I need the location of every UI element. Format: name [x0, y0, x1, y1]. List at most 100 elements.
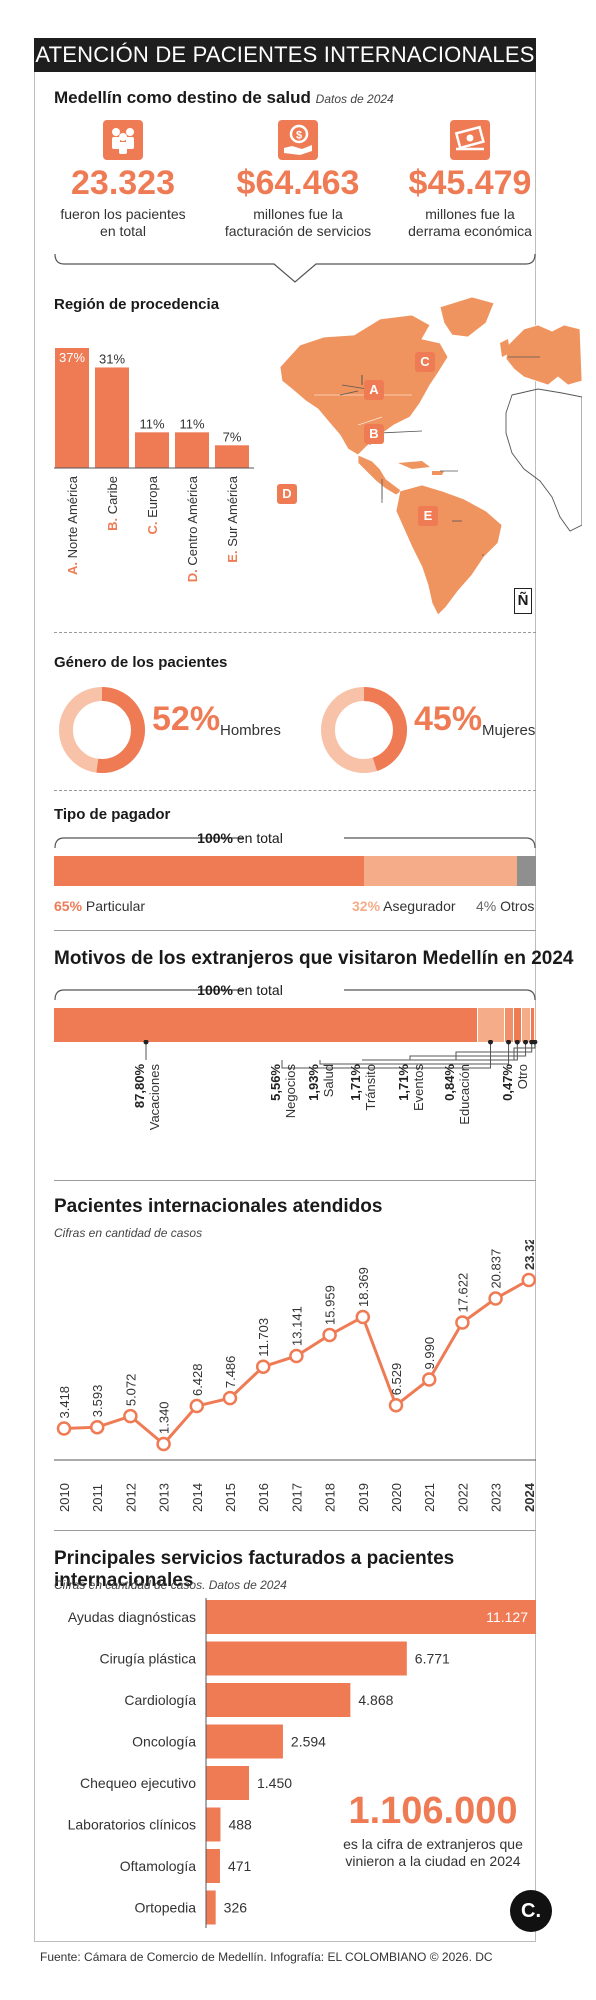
payer-asegurador-label: 32% Asegurador — [352, 898, 456, 914]
motive-pct-5: 0,84% — [442, 1064, 457, 1101]
map-callouts — [341, 356, 540, 522]
motive-dot-3 — [514, 1040, 520, 1045]
service-label-0: Ayudas diagnósticas — [68, 1609, 196, 1625]
region-bar-chart: 37% A. Norte América 31% B. Caribe 11% C. Eur… — [54, 348, 254, 582]
patients-point-2018 — [322, 1327, 337, 1343]
highlight-text-1: es la cifra de extranjeros que — [343, 1836, 523, 1852]
service-label-2: Cardiología — [124, 1692, 196, 1708]
stat-patients-text-2: en total — [100, 223, 146, 239]
greenland-shape — [439, 296, 495, 338]
payer-segment-1 — [364, 856, 517, 886]
service-bar-0 — [206, 1600, 536, 1634]
highlight-text-2: vinieron a la ciudad en 2024 — [345, 1853, 521, 1869]
gender-men-label: Hombres — [220, 722, 281, 739]
motive-segment-6 — [533, 1008, 536, 1042]
motive-label-4: Eventos — [411, 1064, 426, 1111]
motive-pct-2: 1,93% — [306, 1064, 321, 1101]
intro-heading: Medellín como destino de salud Datos de … — [54, 88, 394, 108]
motive-pct-4: 1,71% — [396, 1064, 411, 1101]
patients-value-2011: 3.593 — [90, 1385, 105, 1418]
motive-dot-2 — [506, 1040, 512, 1045]
patients-year-2023: 2023 — [489, 1483, 504, 1512]
patients-year-2010: 2010 — [57, 1483, 72, 1512]
stat-billing-text-2: facturación de servicios — [224, 223, 372, 239]
stat-economic-text-2: derrama económica — [408, 223, 532, 239]
donut-men-fill — [59, 687, 145, 773]
service-label-3: Oncología — [132, 1734, 196, 1750]
region-bar-label-3: 11% — [179, 416, 204, 431]
patients-point-2024 — [521, 1272, 537, 1288]
motive-segment-3 — [513, 1008, 522, 1042]
payer-otros-text: Otros — [500, 898, 535, 914]
patients-value-2020: 6.529 — [389, 1363, 404, 1396]
gender-donut-men — [59, 687, 145, 773]
motive-label-0: Vacaciones — [147, 1064, 162, 1131]
patients-year-2015: 2015 — [223, 1483, 238, 1512]
motive-dot-6 — [532, 1040, 538, 1045]
patients-point-2015 — [222, 1390, 238, 1406]
stat-economic-text-1: millones fue la — [425, 206, 515, 222]
patients-value-2021: 9.990 — [422, 1337, 437, 1370]
motives-callouts: 87,80% Vacaciones 5,56% Negocios 1,93% Salud 1… — [132, 1040, 538, 1131]
payer-total-pct: 100% — [197, 830, 233, 846]
payer-segment-2 — [516, 856, 536, 886]
patients-point-2017 — [289, 1348, 304, 1364]
separator-4 — [54, 1180, 536, 1181]
payer-heading: Tipo de pagador — [54, 806, 171, 823]
map-marker-c: C — [415, 352, 435, 372]
payer-segment-0 — [54, 856, 365, 886]
service-bar-5 — [206, 1807, 221, 1842]
service-value-6: 471 — [228, 1858, 252, 1874]
publisher-n-logo: Ñ — [514, 588, 532, 614]
gender-women-label: Mujeres — [482, 722, 536, 739]
service-bar-4 — [206, 1766, 250, 1800]
motive-segment-4 — [521, 1008, 530, 1042]
stat-economic-value: $45.479 — [408, 164, 532, 202]
service-value-0: 11.127 — [486, 1609, 528, 1625]
service-label-4: Chequeo ejecutivo — [80, 1775, 196, 1791]
patients-value-2012: 5.072 — [123, 1374, 138, 1407]
banknote-icon — [450, 120, 490, 160]
highlight-text: es la cifra de extranjeros que vinieron … — [320, 1836, 546, 1870]
europe-shape — [505, 324, 582, 386]
patients-point-2019 — [355, 1309, 371, 1325]
separator-5 — [54, 1530, 536, 1531]
gender-donut-women — [321, 687, 407, 773]
footer-source: Fuente: Cámara de Comercio de Medellín. … — [40, 1950, 493, 1964]
region-bar-label-4: 7% — [223, 429, 242, 444]
motive-segment-1 — [477, 1008, 504, 1042]
patients-value-2023: 20.837 — [489, 1249, 504, 1289]
patients-year-2017: 2017 — [289, 1483, 304, 1512]
region-bar-label-1: 31% — [99, 351, 125, 366]
patients-value-2018: 15.959 — [323, 1285, 338, 1325]
separator-2 — [54, 790, 536, 791]
infographic-frame — [34, 40, 536, 1942]
stat-patients-value: 23.323 — [71, 164, 175, 202]
payer-particular-pct: 65% — [54, 898, 83, 914]
central-america-shape — [357, 454, 403, 496]
patients-value-2022: 17.622 — [455, 1273, 470, 1313]
patients-value-2014: 6.428 — [190, 1363, 205, 1396]
patients-value-2013: 1.340 — [157, 1401, 172, 1434]
services-bar-chart: Ayudas diagnósticas 11.127 Cirugía plástic… — [68, 1598, 536, 1928]
service-bar-3 — [206, 1724, 283, 1759]
service-value-4: 1.450 — [257, 1775, 292, 1791]
payer-otros-pct: 4% — [476, 898, 497, 914]
map-marker-e: E — [418, 506, 438, 526]
patients-subtitle: Cifras en cantidad de casos — [54, 1226, 203, 1240]
stat-economic-text: millones fue la derrama económica — [385, 206, 555, 240]
service-value-7: 326 — [224, 1900, 248, 1916]
patients-value-2016: 11.703 — [256, 1318, 271, 1357]
patients-year-2014: 2014 — [190, 1483, 205, 1512]
service-bar-6 — [206, 1849, 220, 1883]
motives-bracket — [54, 989, 536, 1001]
motive-leader-1 — [281, 1042, 492, 1069]
money-hand-icon: $ — [278, 120, 318, 160]
patients-year-2024: 2024 — [522, 1482, 537, 1512]
patients-point-2012 — [123, 1408, 138, 1424]
patients-value-2015: 7.486 — [223, 1356, 238, 1389]
map-marker-a: A — [364, 380, 384, 400]
motive-pct-3: 1,71% — [348, 1064, 363, 1101]
patients-value-2010: 3.418 — [57, 1386, 72, 1419]
motive-leader-4 — [409, 1042, 527, 1060]
